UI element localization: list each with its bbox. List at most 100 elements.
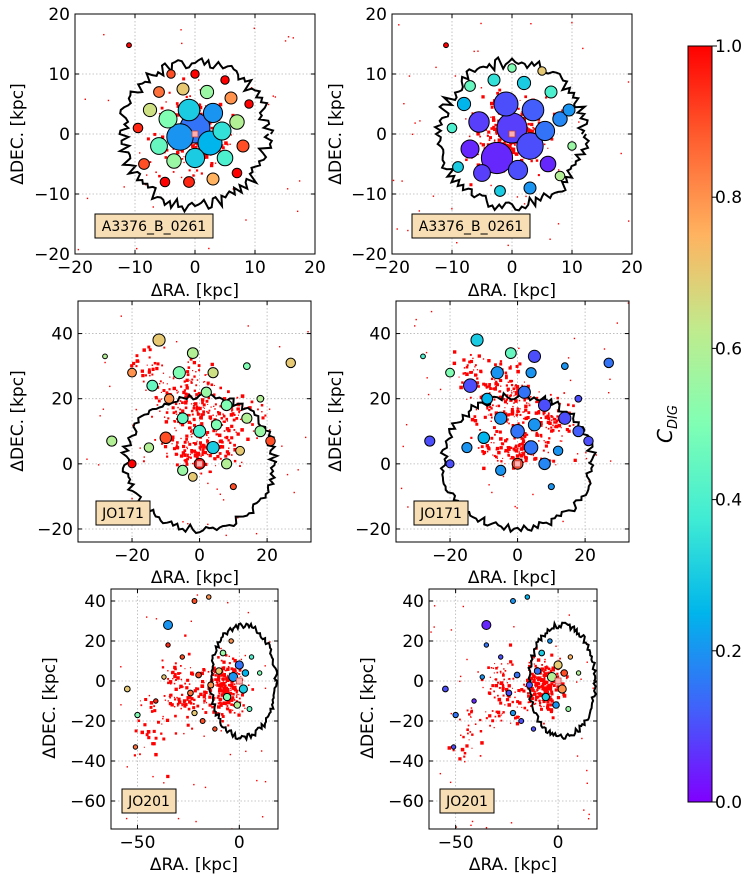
dig-pixel bbox=[525, 456, 528, 459]
y-axis-label: ΔDEC. [kpc] bbox=[326, 83, 346, 184]
dig-pixel bbox=[184, 395, 188, 399]
dig-pixel bbox=[187, 441, 189, 443]
dig-pixel bbox=[543, 722, 545, 725]
dig-pixel bbox=[493, 454, 496, 457]
dig-pixel bbox=[215, 433, 218, 436]
dig-pixel bbox=[465, 372, 469, 377]
dig-pixel bbox=[537, 174, 540, 177]
dig-pixel bbox=[489, 405, 492, 409]
dig-pixel bbox=[491, 118, 496, 122]
dig-pixel bbox=[532, 655, 536, 659]
dig-pixel bbox=[543, 678, 546, 681]
dig-pixel bbox=[479, 142, 482, 145]
dig-pixel bbox=[174, 687, 178, 691]
dig-pixel bbox=[498, 378, 500, 381]
dig-pixel bbox=[160, 391, 163, 394]
dig-pixel bbox=[214, 408, 216, 410]
dig-pixel bbox=[228, 655, 230, 658]
dig-pixel bbox=[537, 678, 540, 682]
dig-pixel bbox=[447, 746, 452, 750]
dig-pixel bbox=[253, 27, 255, 30]
dig-pixel bbox=[153, 361, 157, 365]
dig-pixel bbox=[227, 601, 229, 604]
dig-pixel bbox=[585, 457, 588, 460]
dig-pixel bbox=[401, 180, 403, 182]
dig-pixel bbox=[157, 720, 160, 724]
dig-pixel bbox=[205, 155, 209, 159]
dig-pixel bbox=[557, 223, 560, 225]
dig-pixel bbox=[208, 437, 210, 439]
dig-pixel bbox=[170, 435, 175, 440]
dig-pixel bbox=[264, 665, 266, 667]
hii-region bbox=[187, 689, 194, 697]
dig-pixel bbox=[169, 682, 172, 685]
dig-pixel bbox=[151, 742, 155, 746]
dig-pixel bbox=[154, 396, 158, 400]
dig-pixel bbox=[192, 369, 194, 372]
dig-pixel bbox=[173, 682, 176, 685]
dig-pixel bbox=[218, 452, 222, 455]
dig-pixel bbox=[509, 660, 513, 664]
dig-pixel bbox=[286, 188, 289, 190]
dig-pixel bbox=[510, 412, 515, 416]
dig-pixel bbox=[181, 704, 183, 707]
dig-pixel bbox=[235, 694, 238, 696]
x-tick-label: −10 bbox=[117, 258, 153, 278]
dig-pixel bbox=[539, 672, 542, 675]
dig-pixel bbox=[495, 455, 498, 459]
dig-pixel bbox=[433, 605, 436, 607]
dig-pixel bbox=[547, 683, 551, 687]
dig-pixel bbox=[231, 454, 233, 456]
dig-pixel bbox=[182, 686, 184, 688]
y-tick-label: 10 bbox=[365, 65, 387, 85]
dig-pixel bbox=[219, 445, 223, 449]
dig-pixel bbox=[199, 417, 201, 419]
hii-region bbox=[547, 638, 553, 644]
dig-pixel bbox=[193, 450, 197, 454]
dig-pixel bbox=[135, 408, 137, 411]
dig-pixel bbox=[160, 135, 165, 139]
dig-pixel bbox=[513, 395, 515, 397]
dig-pixel bbox=[485, 129, 488, 131]
hii-region bbox=[518, 718, 525, 724]
dig-pixel bbox=[490, 101, 494, 106]
dig-pixel bbox=[242, 704, 245, 707]
dig-pixel bbox=[221, 677, 225, 681]
dig-pixel bbox=[183, 156, 185, 158]
dig-pixel bbox=[264, 780, 267, 783]
dig-pixel bbox=[206, 453, 209, 456]
hii-region bbox=[206, 594, 212, 600]
dig-pixel bbox=[206, 430, 210, 434]
dig-pixel bbox=[221, 715, 225, 718]
dig-pixel bbox=[573, 337, 576, 340]
dig-pixel bbox=[539, 701, 542, 705]
dig-pixel bbox=[173, 674, 177, 679]
dig-pixel bbox=[155, 171, 157, 174]
dig-pixel bbox=[470, 707, 473, 709]
dig-pixel bbox=[187, 652, 191, 656]
dig-pixel bbox=[261, 816, 264, 818]
dig-pixel bbox=[235, 431, 237, 433]
dig-pixel bbox=[181, 409, 185, 413]
dig-pixel bbox=[544, 444, 548, 448]
dig-pixel bbox=[162, 737, 166, 741]
dig-pixel bbox=[511, 150, 516, 155]
dig-pixel bbox=[194, 396, 197, 399]
dig-pixel bbox=[191, 432, 194, 435]
dig-pixel bbox=[491, 710, 494, 712]
hii-region bbox=[206, 440, 220, 455]
dig-pixel bbox=[233, 683, 236, 685]
colorbar: 0.00.20.40.60.81.0 CDIG bbox=[653, 37, 742, 813]
dig-pixel bbox=[530, 454, 532, 456]
dig-pixel bbox=[463, 755, 466, 758]
dig-pixel bbox=[185, 437, 188, 441]
dig-pixel bbox=[517, 689, 521, 692]
dig-pixel bbox=[120, 315, 122, 317]
dig-pixel bbox=[214, 162, 217, 164]
x-tick-label: 0 bbox=[234, 833, 245, 853]
dig-pixel bbox=[190, 381, 193, 384]
dig-pixel bbox=[559, 657, 561, 660]
dig-pixel bbox=[231, 407, 234, 409]
